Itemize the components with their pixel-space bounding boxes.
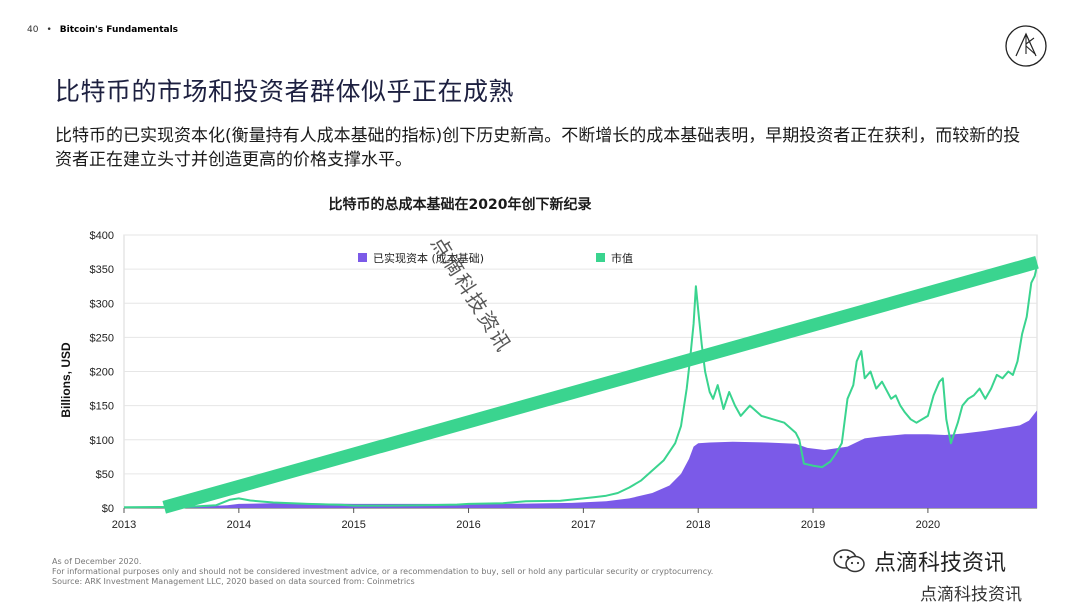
legend-swatch-market	[596, 253, 605, 262]
y-tick-label: $350	[90, 264, 114, 276]
legend-label-market: 市值	[611, 251, 633, 265]
top-bar: 40 • Bitcoin's Fundamentals	[27, 25, 178, 35]
x-tick-label: 2018	[686, 519, 710, 531]
trend-band	[162, 256, 1039, 514]
x-tick-label: 2015	[341, 519, 365, 531]
page-subtitle: 比特币的已实现资本化(衡量持有人成本基础的指标)创下历史新高。不断增长的成本基础…	[55, 126, 1021, 170]
x-tick-label: 2020	[916, 519, 940, 531]
realized-cap-area	[124, 410, 1037, 508]
y-tick-label: $50	[96, 469, 114, 481]
ark-logo-icon	[1005, 25, 1047, 67]
header-bullet: •	[46, 25, 52, 35]
y-axis-label: Billions, USD	[59, 342, 73, 418]
x-tick-label: 2019	[801, 519, 825, 531]
page-number: 40	[27, 25, 39, 35]
y-tick-label: $300	[90, 298, 114, 310]
footer-notes: As of December 2020. For informational p…	[52, 557, 713, 587]
y-tick-label: $100	[90, 435, 114, 447]
legend-swatch-realized	[358, 253, 367, 262]
x-tick-label: 2017	[571, 519, 595, 531]
footer-disclaimer: For informational purposes only and shou…	[52, 567, 714, 576]
brand-watermark-small: 点滴科技资讯	[920, 585, 1022, 605]
legend-label-realized: 已实现资本 (成本基础)	[373, 251, 484, 265]
y-tick-label: $150	[90, 401, 114, 413]
page-title: 比特币的市场和投资者群体似乎正在成熟	[55, 77, 515, 106]
y-tick-label: $0	[102, 503, 114, 515]
y-tick-label: $200	[90, 367, 114, 379]
y-tick-label: $250	[90, 332, 114, 344]
market-cap-line	[123, 265, 1038, 509]
x-tick-label: 2016	[456, 519, 480, 531]
brand-watermark-text: 点滴科技资讯	[874, 551, 1007, 576]
x-tick-label: 2014	[227, 519, 251, 531]
wechat-icon	[833, 549, 865, 573]
footer-date: As of December 2020.	[52, 557, 142, 566]
brand-watermark: 点滴科技资讯	[832, 545, 1006, 577]
footer-source: Source: ARK Investment Management LLC, 2…	[52, 577, 415, 586]
x-tick-label: 2013	[112, 519, 136, 531]
chart-title: 比特币的总成本基础在2020年创下新纪录	[328, 197, 592, 213]
section-label: Bitcoin's Fundamentals	[59, 25, 179, 35]
y-tick-label: $400	[90, 230, 114, 242]
